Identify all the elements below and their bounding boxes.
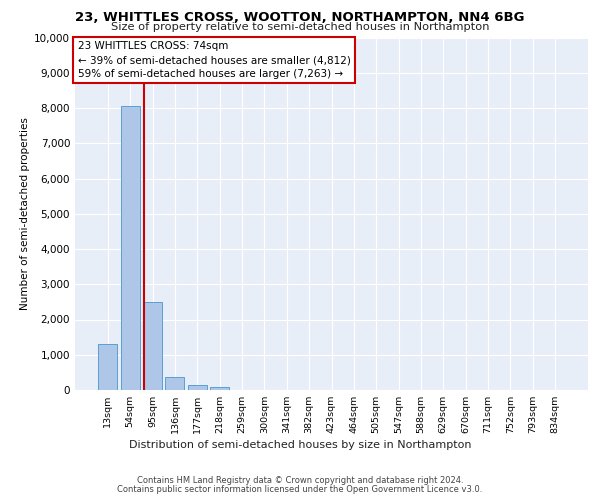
Bar <box>143 302 162 390</box>
Bar <box>166 376 184 390</box>
Bar <box>210 387 229 390</box>
Bar <box>98 344 118 390</box>
Text: Contains HM Land Registry data © Crown copyright and database right 2024.: Contains HM Land Registry data © Crown c… <box>137 476 463 485</box>
Bar <box>121 106 140 390</box>
Text: Distribution of semi-detached houses by size in Northampton: Distribution of semi-detached houses by … <box>129 440 471 450</box>
Y-axis label: Number of semi-detached properties: Number of semi-detached properties <box>20 118 30 310</box>
Text: 23, WHITTLES CROSS, WOOTTON, NORTHAMPTON, NN4 6BG: 23, WHITTLES CROSS, WOOTTON, NORTHAMPTON… <box>75 11 525 24</box>
Text: Size of property relative to semi-detached houses in Northampton: Size of property relative to semi-detach… <box>111 22 489 32</box>
Bar <box>188 385 207 390</box>
Text: Contains public sector information licensed under the Open Government Licence v3: Contains public sector information licen… <box>118 484 482 494</box>
Text: 23 WHITTLES CROSS: 74sqm
← 39% of semi-detached houses are smaller (4,812)
59% o: 23 WHITTLES CROSS: 74sqm ← 39% of semi-d… <box>77 41 350 79</box>
